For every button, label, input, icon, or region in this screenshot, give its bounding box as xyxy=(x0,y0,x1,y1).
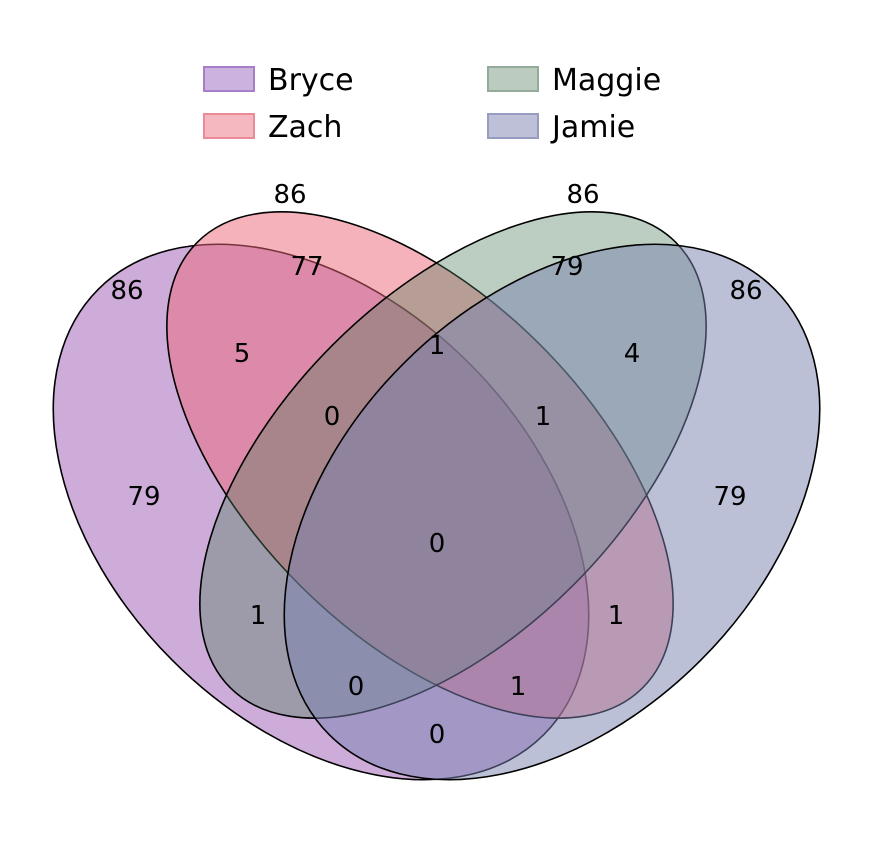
legend-label-maggie: Maggie xyxy=(552,63,661,98)
region-counts: 79 77 79 79 5 1 4 0 1 0 1 1 0 1 0 xyxy=(127,252,746,750)
region-jamie-only: 79 xyxy=(713,482,746,512)
region-zach-maggie: 1 xyxy=(429,331,446,361)
region-bryce-jamie: 0 xyxy=(429,720,446,750)
legend-label-zach: Zach xyxy=(268,110,342,145)
legend-swatch-maggie xyxy=(487,66,539,92)
region-all-four: 0 xyxy=(429,529,446,559)
set-ellipses xyxy=(52,211,821,781)
region-zach-only: 77 xyxy=(290,252,323,282)
set-size-jamie: 86 xyxy=(729,276,762,306)
region-maggie-jamie: 4 xyxy=(624,339,641,369)
region-bryce-only: 79 xyxy=(127,482,160,512)
region-bryce-maggie-jamie: 0 xyxy=(348,672,365,702)
ellipse-jamie xyxy=(283,243,821,781)
region-bryce-maggie: 1 xyxy=(250,601,267,631)
set-size-zach: 86 xyxy=(273,180,306,210)
legend-item-zach: Zach xyxy=(203,110,342,145)
legend: Bryce Maggie Zach Jamie xyxy=(203,63,661,145)
region-bryce-zach-maggie: 0 xyxy=(324,402,341,432)
legend-item-bryce: Bryce xyxy=(203,63,354,98)
set-size-labels: 86 86 86 86 xyxy=(110,180,762,306)
set-size-maggie: 86 xyxy=(566,180,599,210)
legend-swatch-bryce xyxy=(203,66,255,92)
legend-swatch-zach xyxy=(203,113,255,139)
legend-item-jamie: Jamie xyxy=(487,110,635,145)
region-maggie-only: 79 xyxy=(550,252,583,282)
region-zach-jamie: 1 xyxy=(608,601,625,631)
region-bryce-zach-jamie: 1 xyxy=(510,672,527,702)
region-zach-maggie-jamie: 1 xyxy=(535,402,552,432)
legend-item-maggie: Maggie xyxy=(487,63,661,98)
legend-label-bryce: Bryce xyxy=(268,63,354,98)
legend-label-jamie: Jamie xyxy=(550,110,635,145)
legend-swatch-jamie xyxy=(487,113,539,139)
region-bryce-zach: 5 xyxy=(234,339,251,369)
set-size-bryce: 86 xyxy=(110,276,143,306)
